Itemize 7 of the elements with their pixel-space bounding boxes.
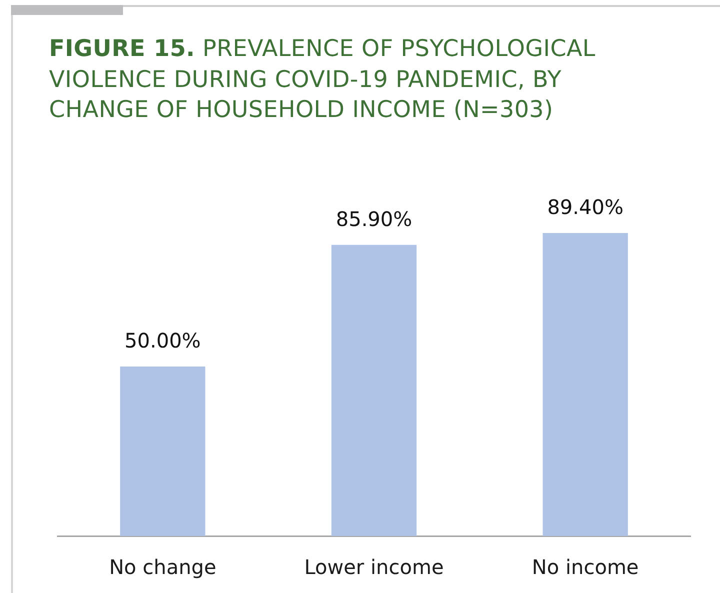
x-tick-label: No income [532,555,639,580]
x-tick-label: No change [109,555,216,580]
chart-title: FIGURE 15. PREVALENCE OF PSYCHOLOGICAL VIOLENCE DURING COVID-19 PANDEMIC, BY CHANGE OF HOUSEHOLD INCOME (N=303) [49,36,596,123]
data-label: 85.90% [336,207,412,232]
data-label: 50.00% [124,328,201,353]
x-tick-label: Lower income [304,555,444,580]
data-label: 89.40% [547,195,624,220]
